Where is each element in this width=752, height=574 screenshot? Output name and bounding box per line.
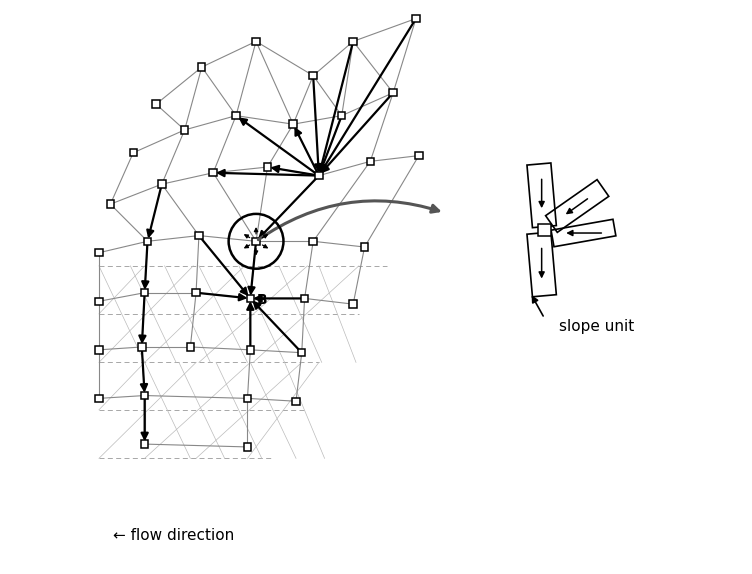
Bar bbox=[153, 100, 159, 108]
Bar bbox=[186, 343, 194, 351]
Bar bbox=[138, 343, 145, 351]
Bar bbox=[244, 395, 251, 402]
Bar bbox=[290, 121, 297, 128]
Bar bbox=[350, 38, 357, 45]
Bar bbox=[301, 294, 308, 302]
Bar bbox=[158, 180, 165, 188]
Bar bbox=[310, 72, 317, 79]
Bar bbox=[96, 395, 103, 402]
Bar bbox=[361, 243, 368, 251]
Bar bbox=[96, 249, 103, 257]
Bar bbox=[141, 440, 148, 448]
Bar bbox=[293, 398, 300, 405]
Bar bbox=[232, 112, 240, 119]
Bar bbox=[181, 126, 188, 134]
Bar bbox=[390, 89, 397, 96]
Bar bbox=[253, 238, 259, 245]
Bar bbox=[141, 289, 148, 296]
Bar bbox=[350, 300, 357, 308]
Bar bbox=[129, 149, 137, 157]
Bar bbox=[538, 224, 550, 236]
Bar bbox=[310, 238, 317, 245]
Bar bbox=[366, 158, 374, 165]
Text: slope unit: slope unit bbox=[559, 320, 634, 335]
Bar bbox=[141, 392, 148, 400]
Bar bbox=[144, 238, 151, 245]
Text: B: B bbox=[257, 293, 268, 307]
Text: ← flow direction: ← flow direction bbox=[114, 528, 235, 543]
Bar bbox=[244, 443, 251, 451]
Bar bbox=[247, 346, 254, 354]
Bar bbox=[412, 15, 420, 22]
Bar bbox=[198, 63, 205, 71]
Bar bbox=[196, 232, 202, 239]
Bar bbox=[247, 294, 254, 302]
Bar bbox=[210, 169, 217, 176]
Bar bbox=[264, 164, 271, 170]
Bar bbox=[107, 200, 114, 208]
Bar bbox=[96, 297, 103, 305]
Bar bbox=[193, 289, 200, 296]
Bar bbox=[298, 349, 305, 356]
Bar bbox=[338, 112, 345, 119]
Bar bbox=[315, 172, 323, 179]
Bar bbox=[96, 346, 103, 354]
Bar bbox=[415, 152, 423, 160]
Bar bbox=[253, 38, 259, 45]
